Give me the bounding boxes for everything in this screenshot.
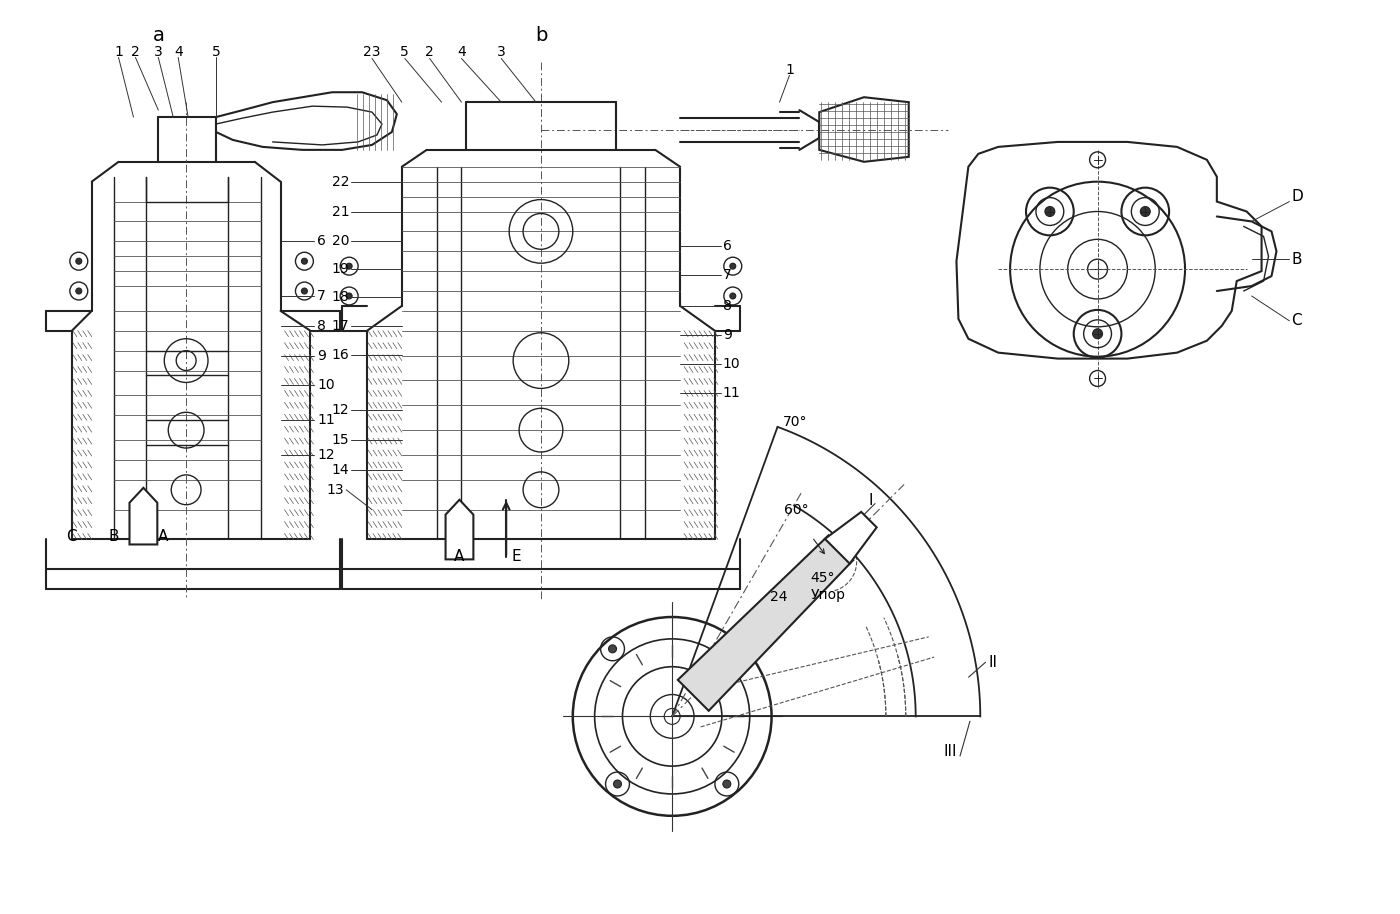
Circle shape [1092, 329, 1103, 339]
Text: II: II [988, 654, 997, 670]
Circle shape [613, 780, 622, 788]
Text: 19: 19 [332, 262, 349, 276]
Text: 2: 2 [426, 46, 434, 59]
Text: B: B [1291, 251, 1302, 267]
Circle shape [1141, 207, 1151, 217]
Text: C: C [1291, 314, 1302, 328]
Text: I: I [868, 493, 874, 508]
Text: 11: 11 [722, 387, 741, 400]
Text: 20: 20 [332, 234, 349, 249]
Circle shape [346, 263, 353, 269]
Text: 12: 12 [318, 448, 335, 462]
Circle shape [722, 780, 731, 788]
Text: 8: 8 [722, 299, 732, 313]
Text: 4: 4 [456, 46, 466, 59]
Circle shape [346, 293, 353, 299]
Text: 11: 11 [318, 413, 335, 427]
Circle shape [729, 263, 736, 269]
Circle shape [1044, 207, 1054, 217]
Text: 7: 7 [722, 268, 732, 282]
Text: 4: 4 [174, 46, 182, 59]
Text: 15: 15 [332, 433, 349, 447]
Text: 12: 12 [332, 403, 349, 418]
Text: 7: 7 [318, 289, 326, 303]
Polygon shape [678, 536, 853, 711]
Text: 9: 9 [318, 348, 326, 363]
Text: 1: 1 [115, 46, 123, 59]
Text: 24: 24 [770, 590, 787, 603]
Circle shape [76, 259, 81, 264]
Text: D: D [1291, 189, 1303, 204]
Polygon shape [825, 512, 876, 564]
Text: 2: 2 [132, 46, 140, 59]
Text: a: a [153, 27, 164, 45]
Circle shape [728, 645, 736, 653]
Text: 17: 17 [332, 319, 349, 333]
Text: b: b [535, 27, 547, 45]
Text: III: III [944, 743, 956, 759]
Text: 10: 10 [722, 356, 741, 370]
Circle shape [729, 293, 736, 299]
Text: 16: 16 [332, 347, 349, 362]
Text: C: C [66, 529, 77, 545]
Text: 3: 3 [497, 46, 505, 59]
Circle shape [76, 288, 81, 294]
Text: 45°: 45° [811, 571, 836, 585]
Text: 13: 13 [326, 483, 344, 497]
Text: 18: 18 [332, 290, 349, 304]
Text: 60°: 60° [784, 504, 809, 517]
FancyArrow shape [129, 488, 157, 545]
Text: A: A [454, 549, 465, 564]
Text: 8: 8 [318, 319, 326, 333]
Circle shape [301, 288, 308, 294]
Text: 23: 23 [363, 46, 381, 59]
Text: 6: 6 [722, 239, 732, 253]
Text: A: A [158, 529, 168, 545]
Text: B: B [109, 529, 119, 545]
Text: 14: 14 [332, 462, 349, 477]
Text: 70°: 70° [783, 415, 806, 429]
Text: 3: 3 [154, 46, 162, 59]
Text: 21: 21 [332, 205, 349, 218]
Circle shape [609, 645, 616, 653]
Text: 10: 10 [318, 378, 335, 392]
Text: 5: 5 [400, 46, 409, 59]
Text: 6: 6 [318, 234, 326, 249]
Text: 5: 5 [211, 46, 220, 59]
FancyArrow shape [445, 500, 473, 559]
Text: 1: 1 [785, 63, 794, 78]
Circle shape [301, 259, 308, 264]
Polygon shape [819, 97, 909, 162]
Text: 22: 22 [332, 175, 349, 188]
Text: E: E [511, 549, 521, 564]
Text: 9: 9 [722, 328, 732, 342]
Text: Упор: Упор [811, 588, 846, 601]
